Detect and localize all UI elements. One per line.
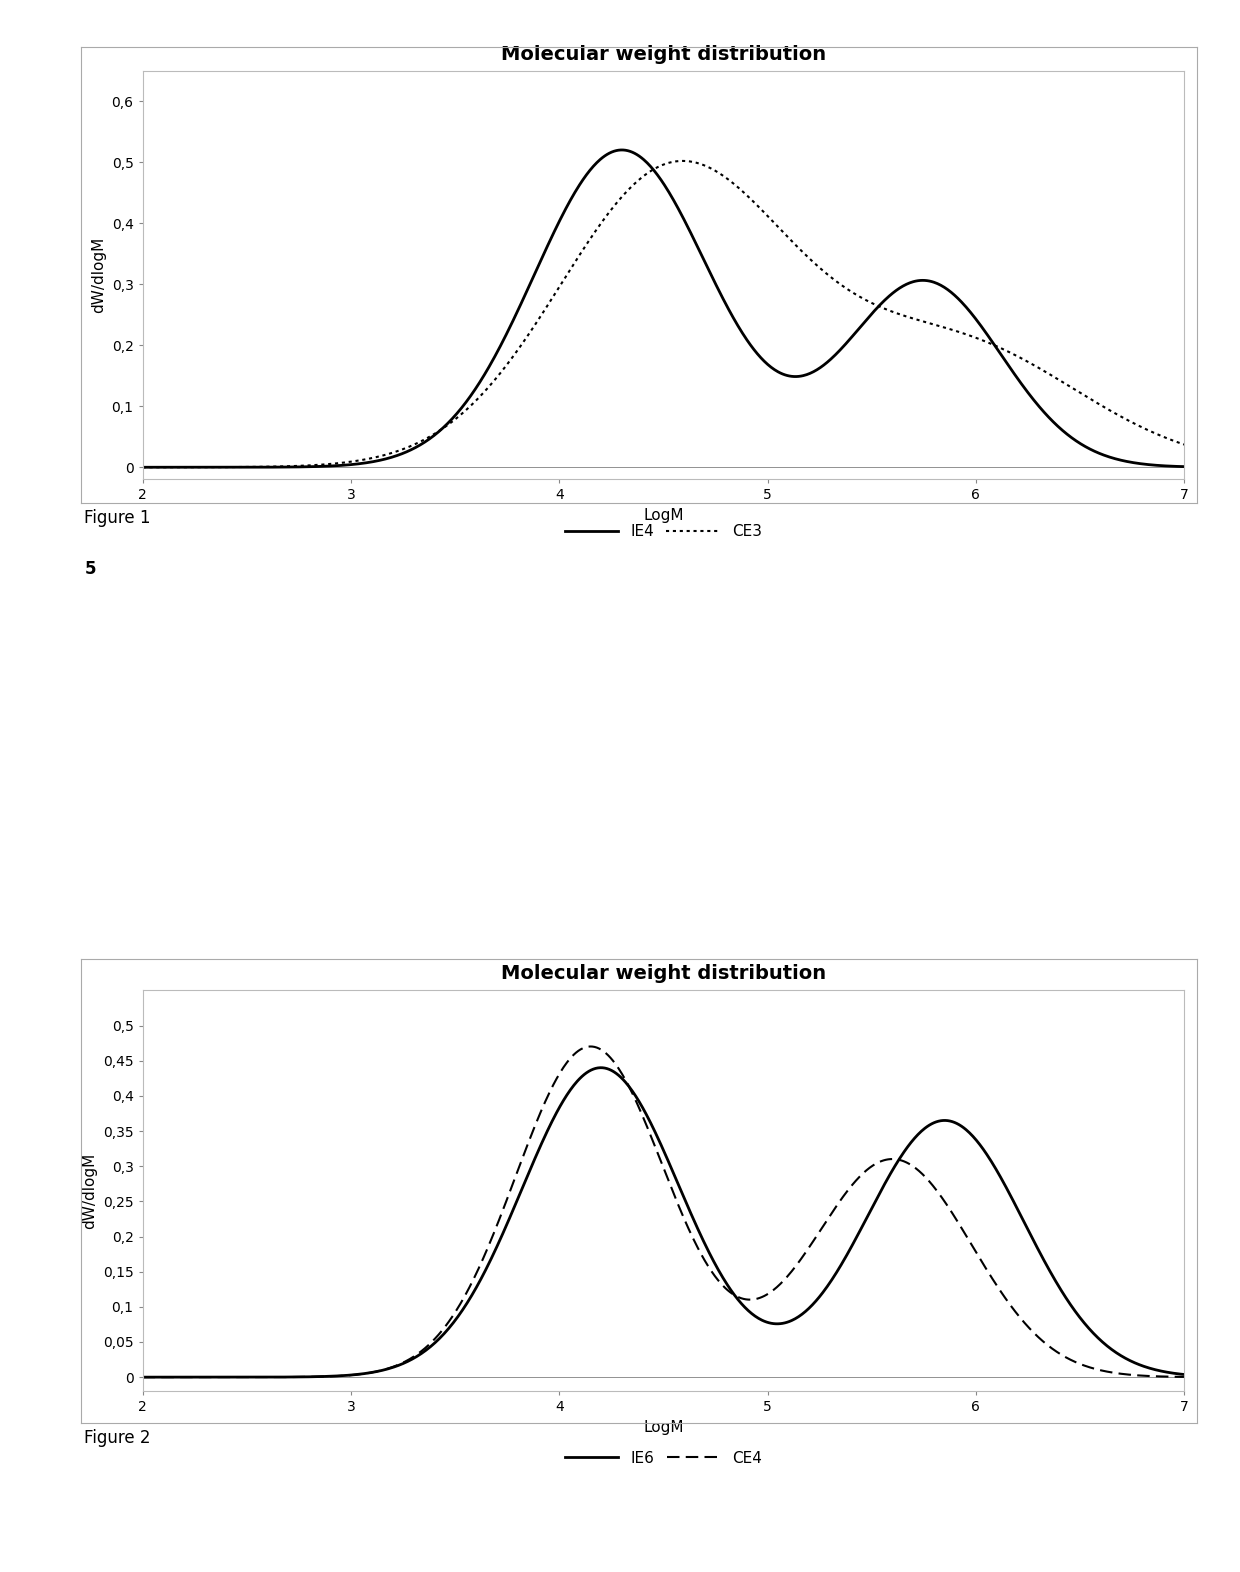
Text: Figure 2: Figure 2 bbox=[84, 1429, 151, 1448]
CE3 bbox=[923, 314, 937, 333]
CE3 bbox=[1050, 369, 1065, 388]
CE3 bbox=[135, 457, 150, 476]
IE4 bbox=[615, 140, 630, 159]
CE3 bbox=[252, 457, 267, 476]
IE6 bbox=[1050, 1275, 1065, 1294]
X-axis label: LogM: LogM bbox=[644, 1420, 683, 1435]
CE4 bbox=[584, 1038, 599, 1056]
Line: IE6: IE6 bbox=[143, 1067, 1240, 1377]
CE4 bbox=[600, 1045, 615, 1064]
IE4 bbox=[599, 146, 614, 165]
IE4 bbox=[252, 457, 267, 476]
Legend: IE4, CE3: IE4, CE3 bbox=[558, 519, 769, 545]
X-axis label: LogM: LogM bbox=[644, 508, 683, 523]
IE6 bbox=[1029, 1239, 1044, 1258]
Title: Molecular weight distribution: Molecular weight distribution bbox=[501, 44, 826, 63]
IE4 bbox=[1029, 395, 1044, 413]
Title: Molecular weight distribution: Molecular weight distribution bbox=[501, 964, 826, 982]
Line: IE4: IE4 bbox=[143, 149, 1240, 467]
Legend: IE6, CE4: IE6, CE4 bbox=[558, 1445, 769, 1471]
Line: CE3: CE3 bbox=[143, 160, 1240, 467]
CE3 bbox=[599, 208, 614, 226]
IE4 bbox=[135, 457, 150, 476]
CE4 bbox=[252, 1368, 267, 1387]
IE6 bbox=[641, 1108, 656, 1127]
IE6 bbox=[594, 1058, 609, 1077]
CE3 bbox=[1029, 357, 1044, 376]
IE6 bbox=[923, 1115, 937, 1133]
Text: Figure 1: Figure 1 bbox=[84, 509, 151, 528]
IE6 bbox=[600, 1060, 615, 1078]
CE4 bbox=[923, 1173, 937, 1192]
CE4 bbox=[1050, 1342, 1065, 1361]
CE3 bbox=[640, 163, 655, 182]
Y-axis label: dW/dlogM: dW/dlogM bbox=[91, 237, 105, 313]
CE4 bbox=[1029, 1327, 1044, 1346]
IE4 bbox=[1050, 417, 1065, 435]
IE6 bbox=[135, 1368, 150, 1387]
IE4 bbox=[641, 154, 656, 173]
IE4 bbox=[923, 272, 937, 291]
IE6 bbox=[252, 1368, 267, 1387]
Text: 5: 5 bbox=[84, 560, 95, 578]
Line: CE4: CE4 bbox=[143, 1047, 1240, 1377]
Y-axis label: dW/dlogM: dW/dlogM bbox=[82, 1152, 97, 1229]
CE4 bbox=[135, 1368, 150, 1387]
CE4 bbox=[641, 1121, 656, 1140]
CE3 bbox=[676, 151, 691, 170]
